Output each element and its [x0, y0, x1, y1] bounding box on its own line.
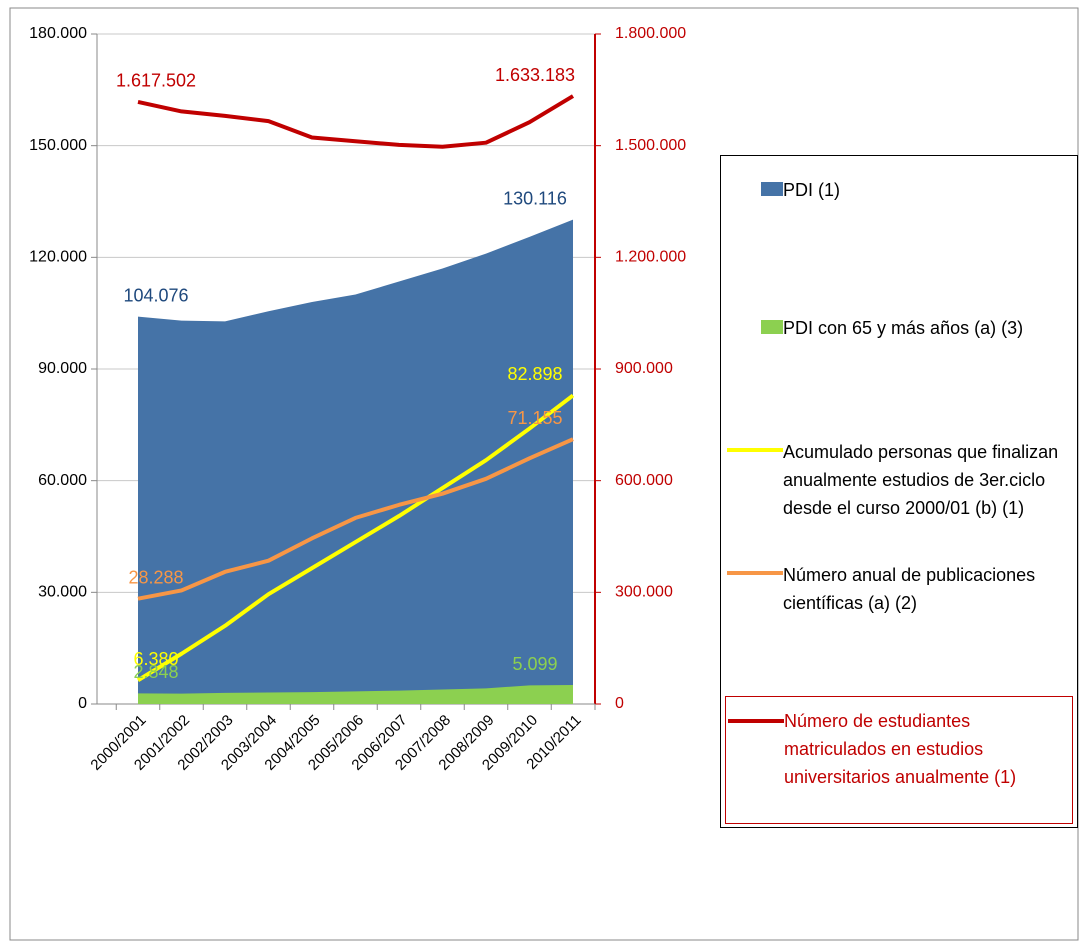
y2-tick-label: 1.500.000 — [615, 137, 686, 154]
legend-marker — [727, 448, 783, 452]
legend-marker — [761, 320, 783, 334]
y2-tick-label: 300.000 — [615, 584, 673, 601]
legend-label: PDI con 65 y más años (a) (3) — [783, 318, 1024, 338]
y2-tick-label: 600.000 — [615, 472, 673, 489]
y2-tick-label: 1.200.000 — [615, 249, 686, 266]
data-label: 1.617.502 — [116, 71, 196, 91]
legend-label: Acumulado personas que finalizan anualme… — [783, 442, 1059, 518]
y-tick-label: 60.000 — [38, 472, 87, 489]
y2-tick-label: 1.800.000 — [615, 25, 686, 42]
data-label: 1.633.183 — [495, 65, 575, 85]
data-label: 28.288 — [128, 567, 183, 587]
y2-tick-label: 900.000 — [615, 360, 673, 377]
data-label: 5.099 — [512, 654, 557, 674]
data-label: 82.898 — [507, 364, 562, 384]
y-tick-label: 120.000 — [29, 249, 87, 266]
y-tick-label: 30.000 — [38, 584, 87, 601]
data-label: 71.155 — [507, 408, 562, 428]
legend-label: Número anual de publicaciones científica… — [783, 565, 1036, 613]
line — [137, 437, 574, 601]
legend-marker — [761, 182, 783, 196]
y-tick-label: 150.000 — [29, 137, 87, 154]
legend-item: Número de estudiantes matriculados en es… — [725, 696, 1073, 824]
data-label: 104.076 — [123, 285, 188, 305]
y-tick-label: 90.000 — [38, 360, 87, 377]
legend-label: PDI (1) — [783, 180, 841, 200]
y2-tick-label: 0 — [615, 695, 624, 712]
y-tick-label: 0 — [78, 695, 87, 712]
data-label: 2.848 — [133, 662, 178, 682]
line — [136, 393, 575, 682]
data-label: 130.116 — [503, 188, 567, 208]
legend-marker — [727, 571, 783, 575]
line — [137, 94, 575, 149]
data-label: 6.380 — [133, 649, 178, 669]
area — [138, 219, 573, 705]
area — [138, 685, 573, 704]
legend-label: Número de estudiantes matriculados en es… — [784, 711, 1017, 787]
legend-marker — [728, 719, 784, 723]
legend: PDI (1) PDI con 65 y más años (a) (3) Acum… — [720, 155, 1078, 828]
y-tick-label: 180.000 — [29, 25, 87, 42]
